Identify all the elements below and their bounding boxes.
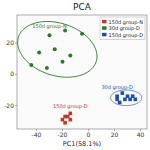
point [61,118,65,122]
point [118,101,122,105]
point [66,115,70,119]
point [126,94,130,98]
title: PCA [73,2,92,12]
annotation: 150d group-N [32,23,67,30]
point [68,54,72,58]
x-axis-label: PC1(58.1%) [63,140,101,148]
annotation: 30d group-D [101,84,132,91]
point [80,32,84,36]
x-tick-label: -20 [58,131,68,138]
y-tick [15,43,17,44]
y-tick-label: 0 [10,70,14,77]
legend-swatch [102,26,107,30]
series [61,112,72,125]
point [45,66,49,70]
plot-frame [17,15,147,129]
ellipse [18,22,97,78]
point [69,112,73,116]
point [29,63,33,67]
y-tick [15,105,17,106]
annotation: 150d group-D [53,103,88,110]
legend-label: 150d group-D [109,32,144,39]
point [115,98,119,102]
ellipse [111,90,142,106]
point [134,98,138,102]
x-tick-label: 0 [87,131,91,138]
point [69,118,73,122]
legend-frame [100,17,145,40]
x-tick-label: 20 [111,131,119,138]
legend-swatch [102,20,107,24]
point [123,98,127,102]
chart: -40 -20 0 20 40 -20 0 20 PCA PC1(58.1%) 150d group… [0,0,150,150]
legend-swatch [102,33,107,37]
point [131,94,135,98]
axes: -40 -20 0 20 40 -20 0 20 [4,39,144,138]
x-tick-label: 40 [137,131,145,138]
y-tick-label: -20 [4,102,14,109]
point [121,91,125,95]
legend: 150d group-N30d group-D150d group-D [100,17,145,40]
y-tick-label: 20 [6,39,14,46]
point [53,47,57,51]
series [29,29,84,70]
point [115,94,119,98]
series [115,91,137,104]
x-tick-label: -40 [32,131,42,138]
point [63,29,67,33]
point [48,33,52,37]
point [37,50,41,54]
y-tick [15,74,17,75]
point [128,98,132,102]
point [61,60,65,64]
point [63,121,67,125]
